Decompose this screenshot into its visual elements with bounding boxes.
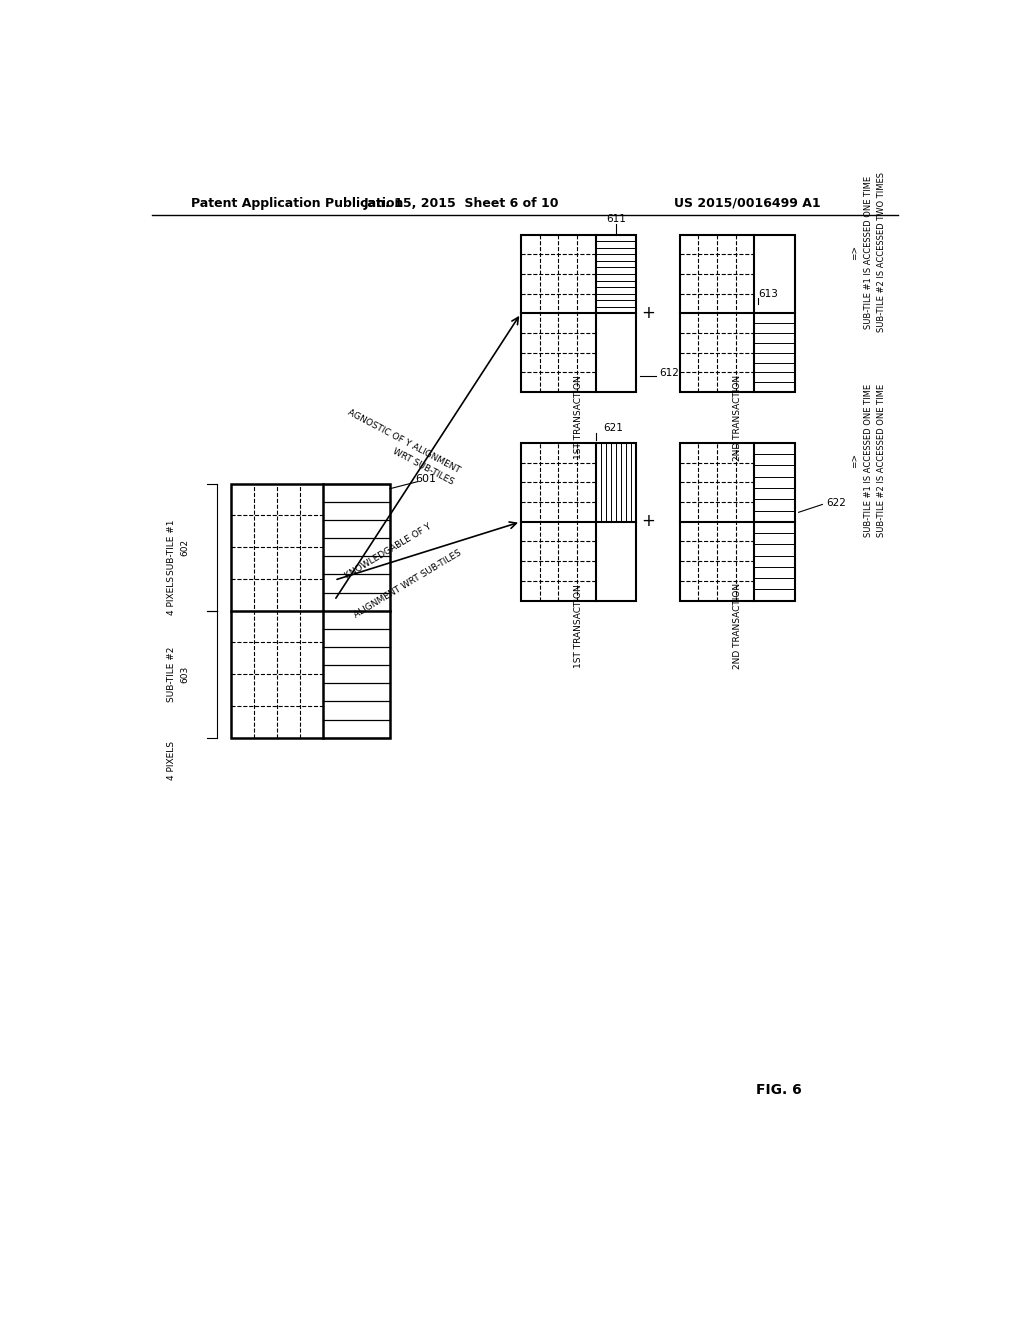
Text: AGNOSTIC OF Y ALIGNMENT: AGNOSTIC OF Y ALIGNMENT [346,408,462,475]
Text: WRT SUB-TILES: WRT SUB-TILES [391,447,456,487]
Text: 613: 613 [759,289,778,300]
Text: SUB-TILE #2 IS ACCESSED ONE TIME: SUB-TILE #2 IS ACCESSED ONE TIME [877,384,886,537]
Text: 1ST TRANSACTION: 1ST TRANSACTION [573,376,583,459]
Text: SUB-TILE #1: SUB-TILE #1 [167,520,176,576]
Text: SUB-TILE #1 IS ACCESSED ONE TIME: SUB-TILE #1 IS ACCESSED ONE TIME [864,176,872,329]
Text: 622: 622 [826,498,846,508]
Text: SUB-TILE #2: SUB-TILE #2 [167,647,176,702]
Text: US 2015/0016499 A1: US 2015/0016499 A1 [674,197,820,210]
Text: SUB-TILE #1 IS ACCESSED ONE TIME: SUB-TILE #1 IS ACCESSED ONE TIME [864,384,872,537]
Text: 2ND TRANSACTION: 2ND TRANSACTION [732,375,741,461]
Text: 612: 612 [659,368,680,379]
Text: +: + [641,512,654,531]
Text: 603: 603 [180,665,189,682]
Text: Patent Application Publication: Patent Application Publication [191,197,403,210]
Text: KNOWLEDGABLE OF Y: KNOWLEDGABLE OF Y [343,521,433,581]
Text: 4 PIXELS: 4 PIXELS [167,741,176,780]
Text: =>: => [850,244,859,260]
Text: +: + [641,304,654,322]
Text: FIG. 6: FIG. 6 [756,1084,802,1097]
Text: ALIGNMENT WRT SUB-TILES: ALIGNMENT WRT SUB-TILES [352,548,463,619]
Text: 4 PIXELS: 4 PIXELS [167,576,176,615]
Text: Jan. 15, 2015  Sheet 6 of 10: Jan. 15, 2015 Sheet 6 of 10 [364,197,559,210]
Text: 2ND TRANSACTION: 2ND TRANSACTION [732,583,741,669]
Text: 601: 601 [415,474,436,483]
Text: 621: 621 [603,422,624,433]
Text: =>: => [850,453,859,469]
Text: 611: 611 [606,214,626,224]
Text: SUB-TILE #2 IS ACCESSED TWO TIMES: SUB-TILE #2 IS ACCESSED TWO TIMES [877,173,886,333]
Text: 602: 602 [180,539,189,556]
Text: 1ST TRANSACTION: 1ST TRANSACTION [573,583,583,668]
